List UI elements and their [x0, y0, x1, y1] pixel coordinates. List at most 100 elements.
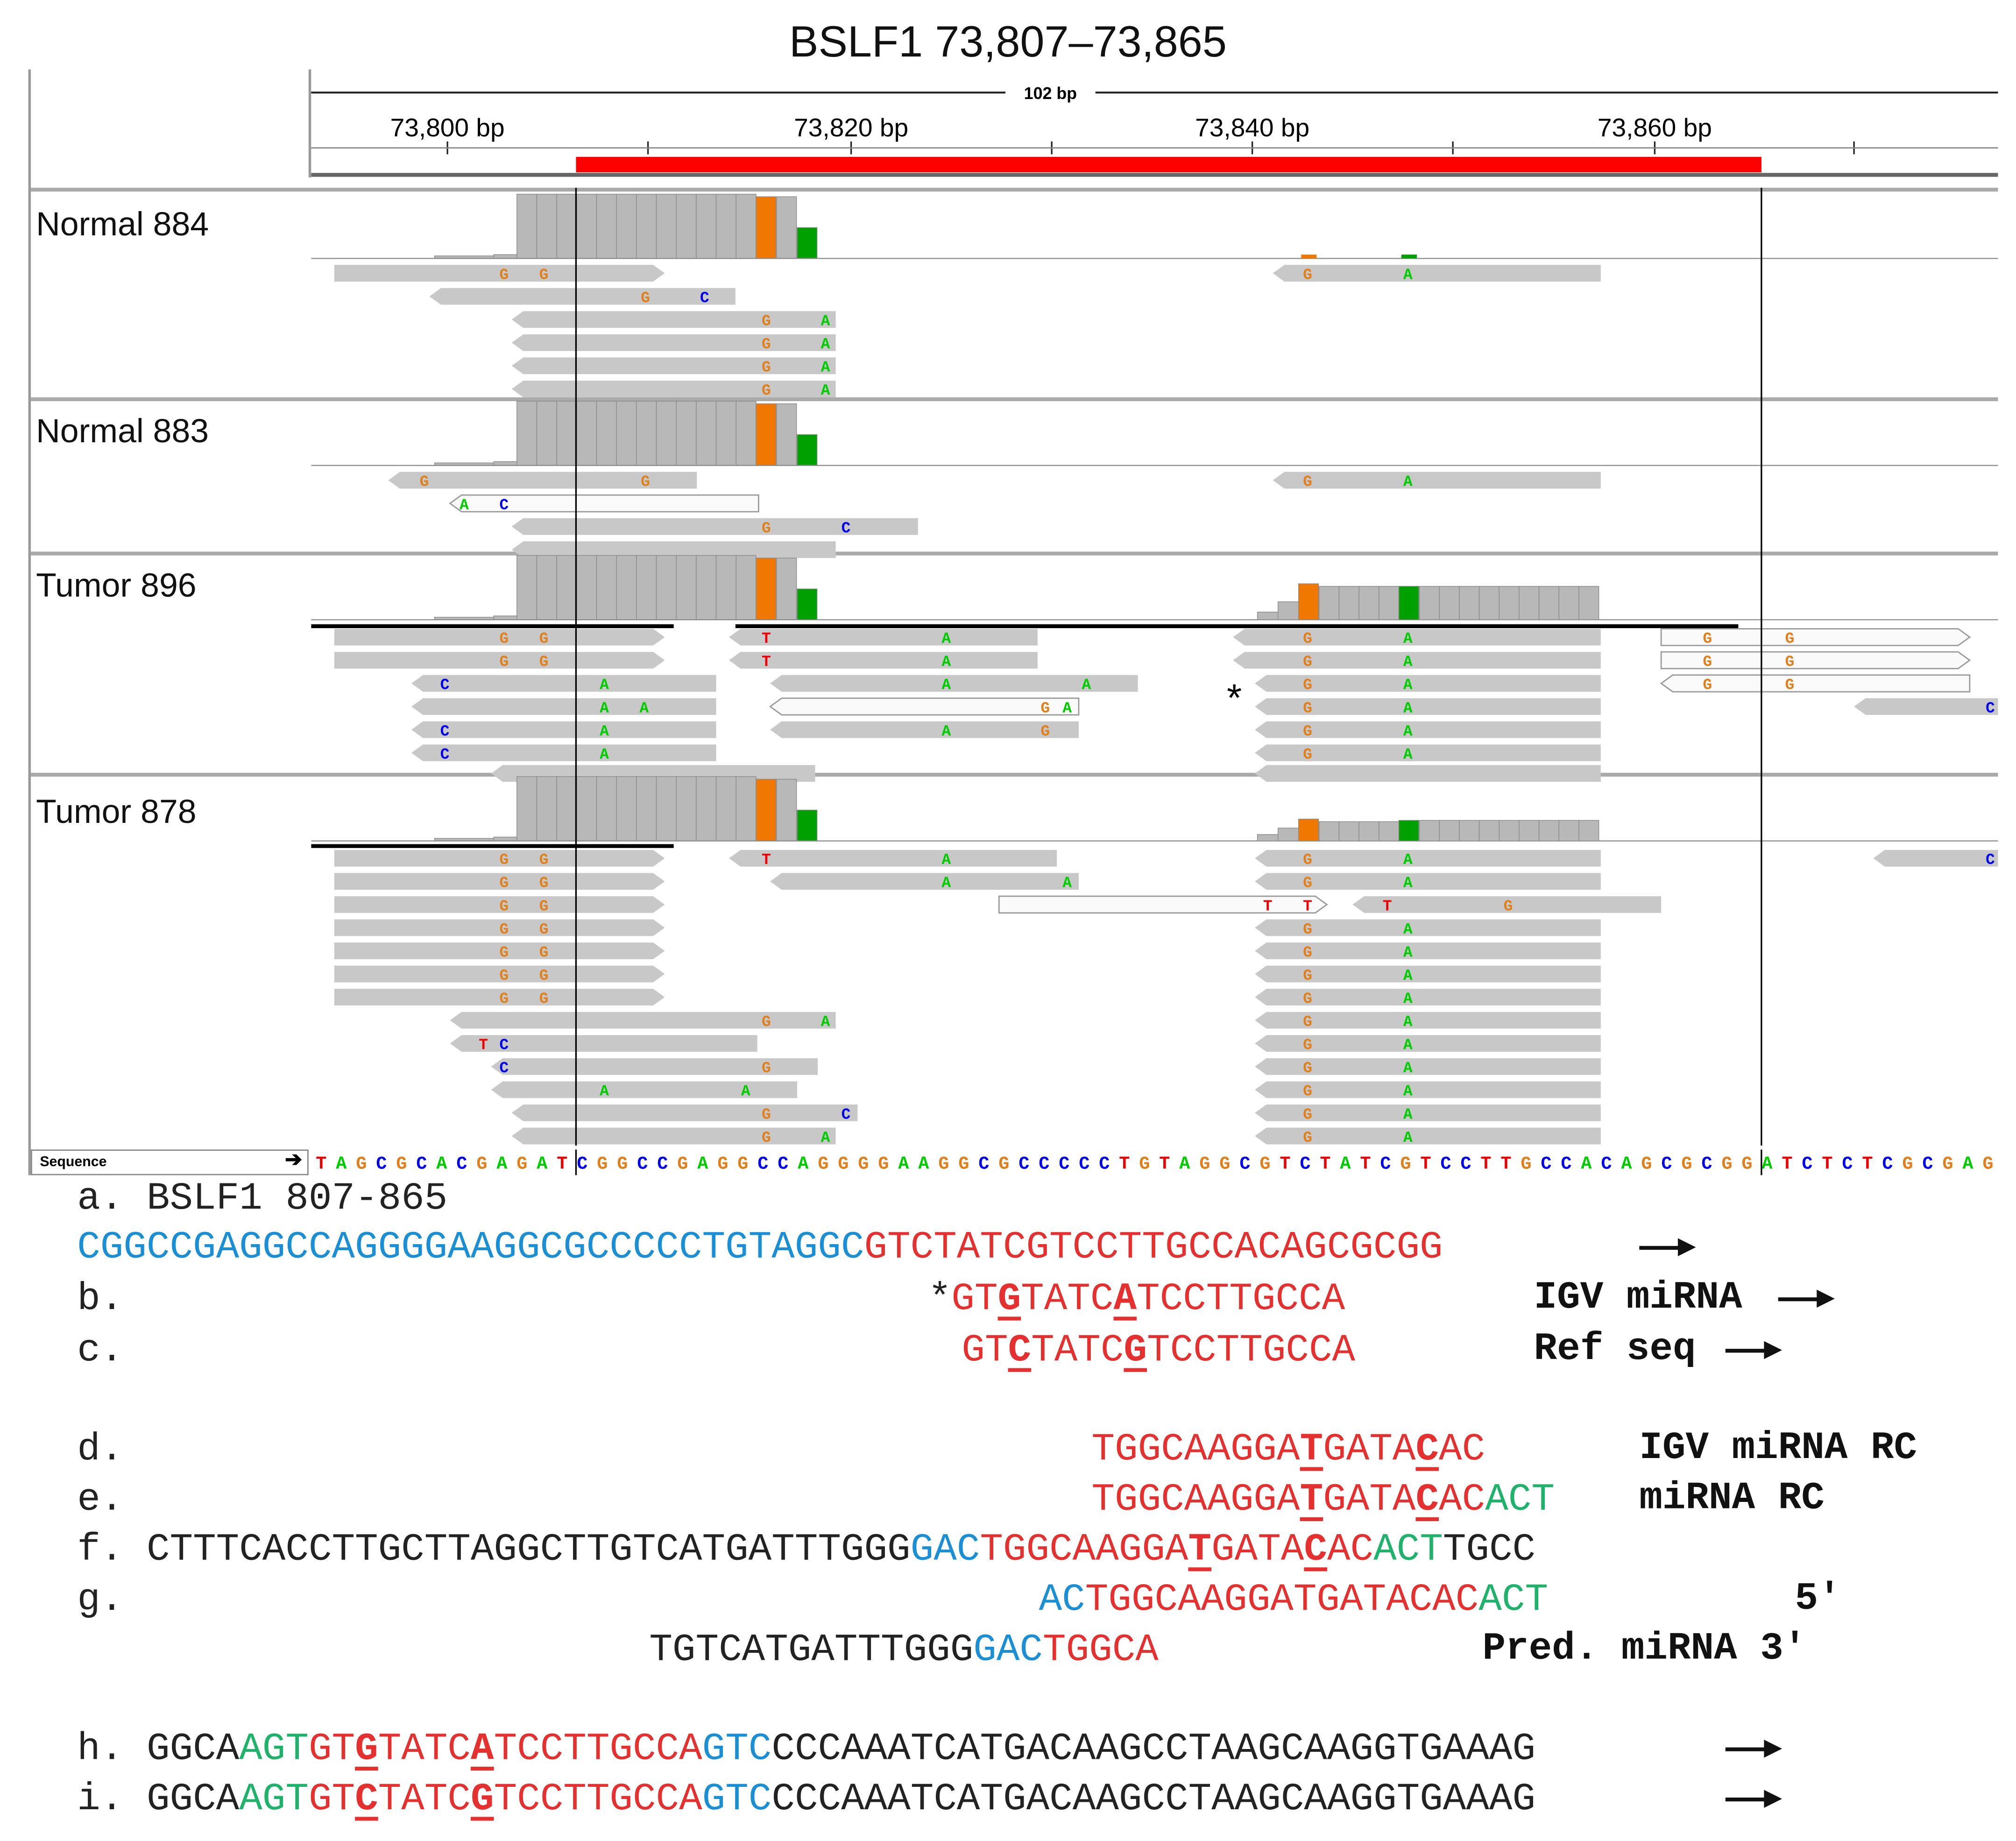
mismatch-base: G	[539, 944, 549, 961]
reference-base: G	[677, 1154, 688, 1175]
aligned-read[interactable]	[449, 494, 759, 513]
aligned-read[interactable]	[511, 334, 836, 351]
variant-base: C	[1415, 1479, 1439, 1522]
aligned-read[interactable]	[1255, 1012, 1601, 1029]
coverage-bar	[776, 779, 797, 842]
aligned-read[interactable]	[1660, 628, 1971, 646]
aligned-read[interactable]	[1660, 651, 1971, 670]
coverage-bar	[493, 616, 517, 620]
mismatch-base: T	[762, 630, 771, 648]
aligned-read[interactable]	[1255, 1035, 1601, 1052]
aligned-read[interactable]	[1255, 850, 1601, 867]
aligned-read[interactable]	[1255, 675, 1601, 692]
aligned-read[interactable]	[429, 288, 736, 305]
aligned-read[interactable]	[334, 919, 665, 936]
aligned-read[interactable]	[1854, 698, 1998, 715]
aligned-read[interactable]	[511, 311, 836, 328]
seq-black: TGTCATGATTTGGG	[649, 1629, 974, 1673]
aligned-read[interactable]	[1255, 873, 1601, 890]
aligned-read[interactable]	[511, 380, 836, 397]
aligned-read[interactable]	[334, 265, 665, 282]
aligned-read[interactable]	[1873, 850, 1998, 867]
coverage-bar	[1301, 255, 1317, 259]
reference-base: G	[878, 1154, 889, 1175]
alignment-reads-area: G G G AG CG AG AG AG AG G G AA CG CG G T A G A G GG G T A G A G GC A…	[311, 187, 1998, 1146]
aligned-read[interactable]	[770, 675, 1138, 692]
mismatch-base: A	[941, 677, 951, 694]
aligned-read[interactable]	[411, 675, 716, 692]
seq-red: GATA	[1323, 1479, 1416, 1522]
aligned-read[interactable]	[334, 873, 665, 890]
aligned-read[interactable]	[334, 896, 665, 913]
aligned-read[interactable]	[411, 744, 716, 761]
aligned-read[interactable]	[729, 651, 1038, 669]
aligned-read[interactable]	[511, 1104, 858, 1121]
mismatch-base: G	[1703, 653, 1712, 671]
aligned-read[interactable]	[1233, 629, 1601, 646]
aligned-read[interactable]	[334, 942, 665, 959]
mismatch-base: C	[440, 746, 450, 763]
aligned-read[interactable]	[1255, 942, 1601, 959]
aligned-read[interactable]	[334, 965, 665, 983]
aligned-read[interactable]	[511, 1127, 836, 1145]
aligned-read[interactable]	[450, 1035, 757, 1052]
aligned-read[interactable]	[729, 629, 1038, 646]
coverage-bar	[1379, 586, 1400, 620]
aligned-read[interactable]	[1255, 1058, 1601, 1075]
seq-blue: CGGCCGAGGCCAGGGGAAGGCGCCCCCTGTAGGC	[77, 1226, 864, 1271]
aligned-read[interactable]	[334, 989, 665, 1006]
aligned-read[interactable]	[334, 651, 665, 669]
mismatch-base: T	[479, 1037, 488, 1054]
aligned-read[interactable]	[1273, 472, 1601, 489]
aligned-read[interactable]	[334, 629, 665, 646]
aligned-read[interactable]	[1255, 721, 1601, 738]
aligned-read[interactable]	[511, 518, 918, 535]
aligned-read[interactable]	[491, 1058, 818, 1075]
aligned-read[interactable]	[1255, 744, 1601, 761]
aligned-read[interactable]	[1255, 919, 1601, 936]
aligned-read[interactable]	[511, 541, 836, 558]
seq-red: TGGCA	[1043, 1629, 1159, 1673]
seq-blue: GAC	[910, 1529, 980, 1573]
aligned-read[interactable]	[1233, 651, 1601, 669]
aligned-read[interactable]	[1255, 1104, 1601, 1121]
aligned-read[interactable]	[770, 721, 1079, 738]
aligned-read[interactable]	[450, 1012, 836, 1029]
reference-base: G	[597, 1154, 608, 1175]
row-c-seq: GTCTATCGTCCTTGCCA	[962, 1328, 1355, 1374]
coverage-bar	[636, 401, 657, 466]
coverage-bar	[696, 401, 717, 466]
aligned-read[interactable]	[1255, 698, 1601, 715]
sequence-strand-arrow-icon[interactable]: ➔	[285, 1149, 303, 1172]
aligned-read[interactable]	[1255, 1127, 1601, 1145]
aligned-read[interactable]	[1255, 765, 1601, 782]
aligned-read[interactable]	[491, 1081, 797, 1098]
aligned-read[interactable]	[1255, 989, 1601, 1006]
seq-red: GATA	[1323, 1428, 1416, 1473]
reference-base: A	[898, 1154, 909, 1175]
aligned-read[interactable]	[769, 697, 1080, 716]
aligned-read[interactable]	[998, 895, 1328, 914]
coverage-bar	[1338, 586, 1359, 620]
aligned-read[interactable]	[1352, 896, 1662, 913]
aligned-read[interactable]	[334, 850, 665, 867]
mismatch-base: G	[641, 474, 650, 491]
mismatch-base: A	[821, 313, 830, 330]
aligned-read[interactable]	[411, 698, 716, 715]
aligned-read[interactable]	[729, 850, 1057, 867]
mismatch-base: G	[1703, 677, 1712, 694]
aligned-read[interactable]	[511, 357, 836, 375]
aligned-read[interactable]	[411, 721, 716, 738]
aligned-read[interactable]	[1255, 965, 1601, 983]
seq-red: TCCTTGCCA	[494, 1728, 702, 1772]
reference-base: C	[1059, 1154, 1069, 1175]
aligned-read[interactable]	[1273, 265, 1601, 282]
coverage-bar	[797, 227, 818, 259]
mismatch-base: A	[1403, 630, 1413, 648]
aligned-read[interactable]	[388, 472, 697, 489]
aligned-read[interactable]	[1660, 674, 1971, 693]
row-c-tag: Ref seq	[1534, 1328, 1696, 1372]
aligned-read[interactable]	[1255, 1081, 1601, 1098]
mismatch-base: A	[821, 359, 830, 376]
aligned-read[interactable]	[770, 873, 1079, 890]
